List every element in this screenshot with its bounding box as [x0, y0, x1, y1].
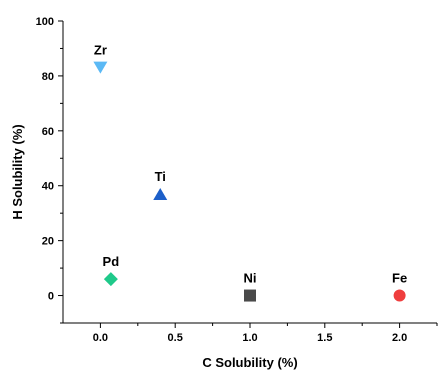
pd-point: [103, 272, 118, 287]
x-tick-label: 2.0: [392, 332, 407, 344]
y-axis-title: H Solubility (%): [10, 124, 25, 219]
ni-label: Ni: [244, 271, 257, 286]
fe-point: [393, 289, 406, 302]
x-tick-label: 1.5: [317, 332, 332, 344]
y-tick-label: 100: [36, 16, 54, 28]
zr-label: Zr: [94, 43, 107, 58]
y-tick-label: 80: [42, 71, 54, 83]
ticks: 0 20 40 60 80 100 0.0 0.5 1.0 1.5 2.0: [36, 16, 438, 344]
x-tick-label: 0.5: [168, 332, 183, 344]
y-tick-label: 20: [42, 236, 54, 248]
zr-point: [93, 61, 108, 74]
x-tick-label: 0.0: [93, 332, 108, 344]
fe-label: Fe: [392, 271, 407, 286]
ni-point: [244, 289, 256, 302]
y-tick-label: 40: [42, 181, 54, 193]
y-tick-label: 0: [48, 291, 54, 303]
pd-label: Pd: [103, 254, 120, 269]
x-tick-label: 1.0: [242, 332, 257, 344]
ti-label: Ti: [155, 169, 166, 184]
y-tick-label: 60: [42, 126, 54, 138]
ti-point: [153, 187, 168, 200]
data-points: Zr Ti Pd Ni Fe: [93, 43, 407, 302]
x-axis-title: C Solubility (%): [202, 355, 297, 370]
